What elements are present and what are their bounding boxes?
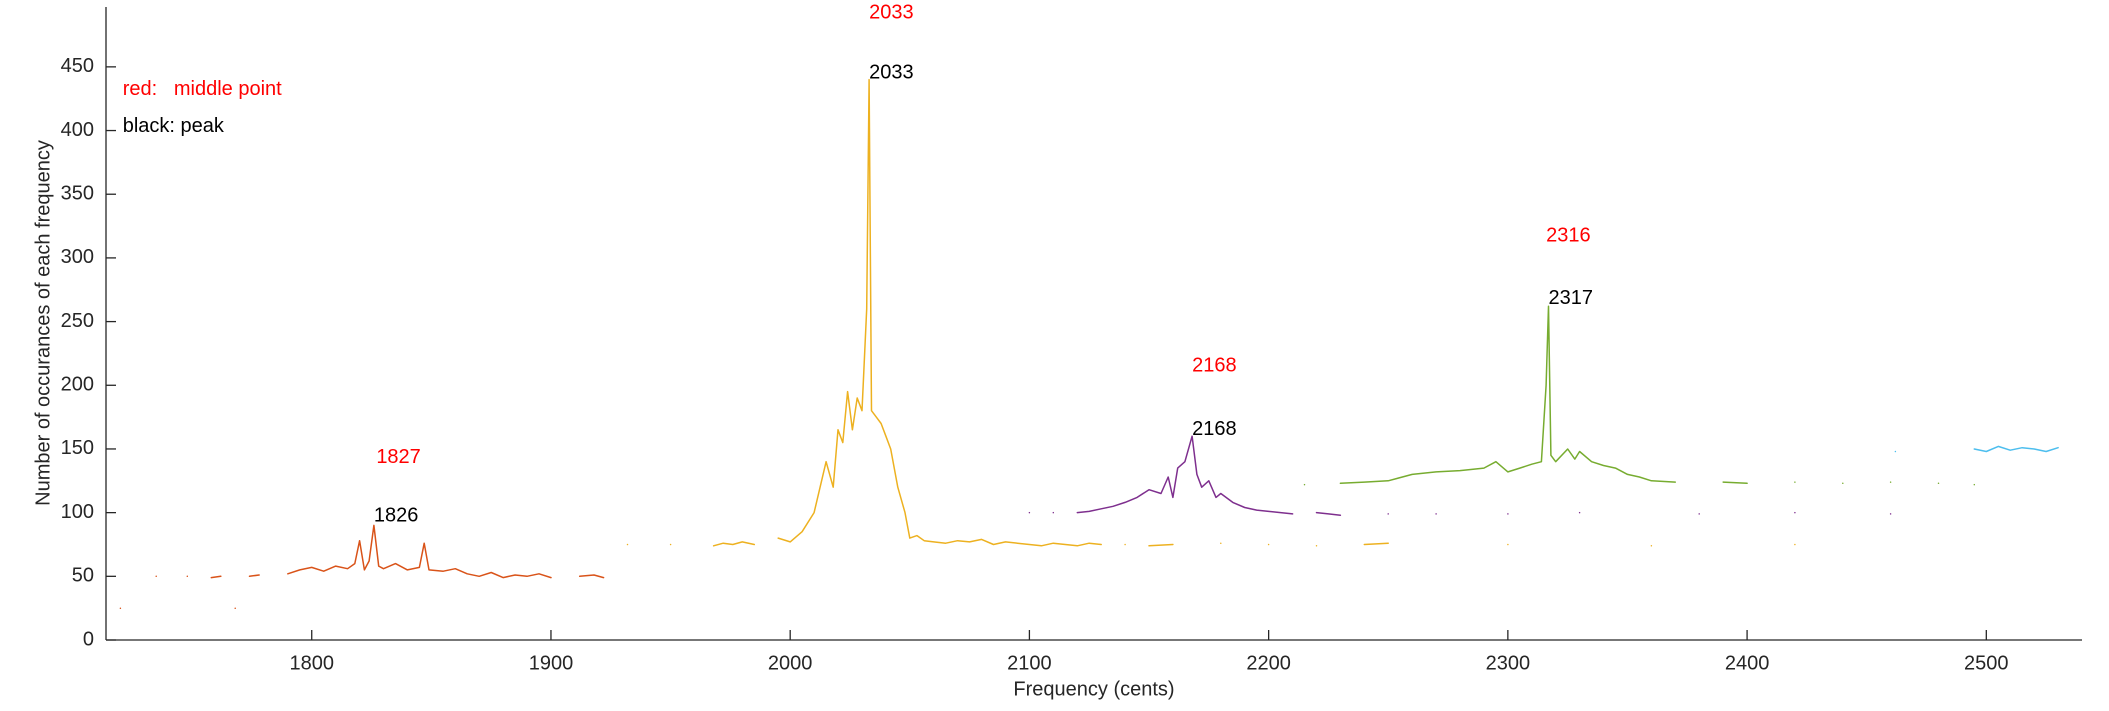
line-series (1894, 445, 2059, 453)
x-tick-label: 2100 (1007, 652, 1052, 674)
y-tick-label: 100 (61, 501, 94, 523)
x-tick-label: 2200 (1246, 652, 1291, 674)
annotation: 1827 (376, 446, 421, 468)
annotation: 2317 (1549, 287, 1594, 309)
x-tick-label: 2300 (1486, 652, 1531, 674)
annotation: black: peak (123, 115, 225, 137)
line-series (1303, 305, 1976, 486)
line-series (1028, 435, 1892, 516)
annotation: 2316 (1546, 225, 1591, 247)
y-tick-label: 150 (61, 437, 94, 459)
annotation: 2033 (869, 2, 914, 24)
x-tick-label: 1800 (289, 652, 334, 674)
annotation: 2168 (1192, 354, 1237, 376)
line-series (626, 78, 1796, 547)
x-tick-label: 2000 (768, 652, 813, 674)
y-tick-label: 300 (61, 246, 94, 268)
y-tick-label: 400 (61, 119, 94, 141)
y-tick-label: 0 (83, 628, 94, 650)
annotation: 2033 (869, 62, 914, 84)
x-tick-label: 2400 (1725, 652, 1770, 674)
y-tick-label: 250 (61, 310, 94, 332)
annotation: red: middle point (123, 78, 282, 100)
y-tick-label: 350 (61, 183, 94, 205)
y-tick-label: 50 (72, 565, 94, 587)
line-series (119, 524, 605, 609)
annotation: 2168 (1192, 418, 1237, 440)
annotation: 1826 (374, 505, 419, 527)
y-tick-label: 450 (61, 55, 94, 77)
y-axis-label: Number of occurances of each frequency (32, 140, 54, 506)
x-axis-label: Frequency (cents) (1013, 678, 1174, 700)
x-tick-label: 2500 (1964, 652, 2009, 674)
y-tick-label: 200 (61, 374, 94, 396)
x-tick-label: 1900 (529, 652, 574, 674)
